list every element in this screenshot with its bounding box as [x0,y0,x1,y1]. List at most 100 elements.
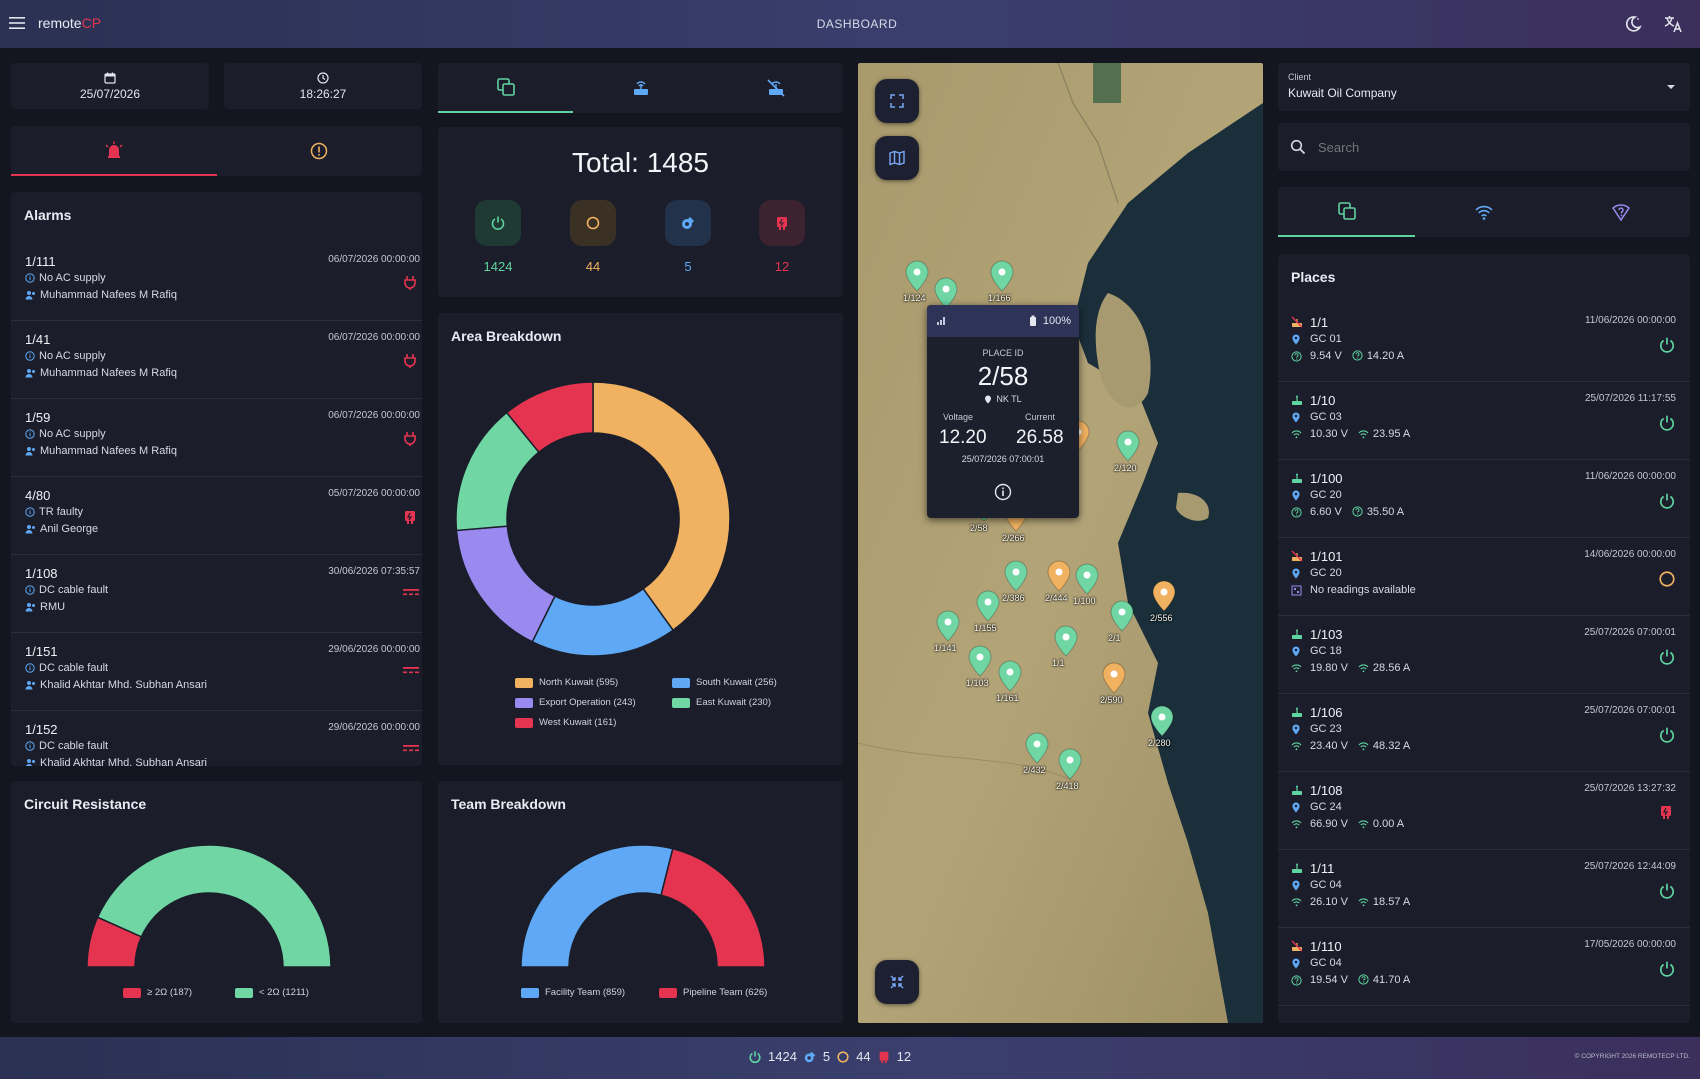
current-time: 18:26:27 [299,87,347,101]
place-item[interactable]: 1/11 25/07/2026 12:44:09 GC 04 26.10 V 18.57… [1278,850,1690,928]
tab-warnings[interactable] [217,126,423,176]
place-item[interactable]: 1/10 25/07/2026 11:17:55 GC 03 10.30 V 23.95… [1278,382,1690,460]
map-pin[interactable] [1045,559,1073,598]
alarm-assignee: Khalid Akhtar Mhd. Subhan Ansari [25,757,207,766]
place-item[interactable]: 1/106 25/07/2026 07:00:01 GC 23 23.40 V 48.3… [1278,694,1690,772]
search-box[interactable] [1278,123,1690,171]
router-icon [1291,706,1303,721]
alarm-description: No AC supply [25,350,106,364]
map-pin[interactable] [1052,624,1080,663]
map-marker-icon [1047,560,1071,592]
transformer-icon [402,509,418,525]
tab-online-devices[interactable] [573,63,708,113]
map-pin[interactable] [1073,562,1101,601]
area-slice-west-kuwait[interactable] [505,381,594,454]
dark-mode-icon[interactable] [1623,14,1643,34]
map-pin[interactable] [1056,747,1084,786]
info-icon[interactable] [994,483,1012,501]
area-slice-north-kuwait[interactable] [592,381,731,632]
tab-alarms[interactable] [11,126,217,176]
collapse-map-button[interactable] [875,960,919,1004]
team-slice-facility-team[interactable] [520,844,674,968]
fullscreen-button[interactable] [875,79,919,123]
map-pin[interactable] [1108,599,1136,638]
maintenance-stat-button[interactable] [665,200,711,246]
map-pin[interactable] [966,644,994,683]
place-item[interactable]: 1/108 25/07/2026 13:27:32 GC 24 66.90 V 0.00… [1278,772,1690,850]
tab-places[interactable] [438,63,573,113]
place-item[interactable]: 1/110 17/05/2026 00:00:00 GC 04 19.54 V 41.7… [1278,928,1690,1006]
place-current: 14.20 A [1366,350,1405,362]
alarm-item[interactable]: 1/152 29/06/2026 00:00:00 DC cable fault Kh… [11,711,422,766]
map-pin-label: 2/590 [1100,695,1123,705]
alarm-item[interactable]: 1/151 29/06/2026 00:00:00 DC cable fault Kh… [11,633,422,711]
alarm-item[interactable]: 1/59 06/07/2026 00:00:00 No AC supply Muham… [11,399,422,477]
translate-icon[interactable] [1663,14,1683,34]
map-marker-icon [934,277,958,309]
search-input[interactable] [1318,133,1668,161]
tab-offline-devices[interactable] [708,63,843,113]
map-pin[interactable] [1002,559,1030,598]
map-pin[interactable] [1023,731,1051,770]
map-pin[interactable] [988,259,1016,298]
place-id: 1/108 [1310,783,1343,798]
fault-stat-button[interactable] [759,200,805,246]
map-view[interactable]: 1/1241/1662/12082/582/2662/3862/4441/100… [858,63,1263,1023]
alarm-item[interactable]: 1/108 30/06/2026 07:35:57 DC cable fault RM… [11,555,422,633]
team-breakdown-panel: Team Breakdown Facility Team (859) Pipel… [438,781,843,1023]
alarm-item[interactable]: 1/41 06/07/2026 00:00:00 No AC supply Muham… [11,321,422,399]
online-stat-button[interactable] [475,200,521,246]
place-list[interactable]: 1/1 11/06/2026 00:00:00 GC 01 9.54 V 14.20 A… [1278,304,1690,1023]
warning-stat-button[interactable] [570,200,616,246]
grid-icon [1291,585,1302,599]
map-pin-label: 2/280 [1148,738,1171,748]
tab-connected[interactable] [1415,187,1552,237]
place-readings: 9.54 V 14.20 A [1310,350,1404,364]
copyright: © COPYRIGHT 2026 REMOTECP LTD. [1574,1053,1690,1060]
map-pin[interactable] [1150,579,1178,618]
location-pin-icon [985,395,992,404]
area-slice-export-operation[interactable] [455,525,556,643]
legend-pipeline-team: Pipeline Team (626) [659,987,767,998]
place-id: 1/1 [1310,315,1329,330]
place-popup[interactable]: 100% PLACE ID 2/58 NK TL Voltage Current… [927,305,1079,518]
legend-export-operation: Export Operation (243) [515,697,636,708]
map-pin-label: 2/58 [970,523,988,533]
map-pin[interactable] [1100,661,1128,700]
alarm-list[interactable]: 1/111 06/07/2026 00:00:00 No AC supply Muha… [11,243,422,766]
brand-logo[interactable]: remoteCP [38,15,102,31]
team-slice-pipeline-team[interactable] [660,847,766,968]
map-pin[interactable] [996,659,1024,698]
map-pin[interactable] [974,589,1002,628]
tab-unknown-connection[interactable] [1553,187,1690,237]
location-pin-icon [1291,724,1301,738]
warning-count: 44 [585,259,601,274]
footer-fault-count: 12 [896,1049,912,1064]
resistance-slice-2[interactable] [96,844,332,968]
alarm-item[interactable]: 4/80 05/07/2026 00:00:00 TR faulty Anil Geo… [11,477,422,555]
map-layers-button[interactable] [875,136,919,180]
info-icon [25,507,35,520]
place-item[interactable]: 1/100 11/06/2026 00:00:00 GC 20 6.60 V 35.50… [1278,460,1690,538]
router-off-icon [1291,316,1303,331]
tab-all-places[interactable] [1278,187,1416,237]
map-pin[interactable] [1148,704,1176,743]
place-item[interactable]: 1/103 25/07/2026 07:00:01 GC 18 19.80 V 28.5… [1278,616,1690,694]
online-count: 1424 [483,259,513,274]
map-pin[interactable] [934,609,962,648]
wifi-help-icon [1291,975,1302,989]
map-pin[interactable] [1114,429,1142,468]
map-pin[interactable] [903,259,931,298]
place-id: 1/110 [1310,939,1342,954]
popup-header: 100% [927,305,1079,337]
menu-icon[interactable] [9,15,25,31]
place-gc: GC 20 [1310,489,1342,501]
power-icon [1658,492,1676,510]
place-item[interactable]: 1/1 11/06/2026 00:00:00 GC 01 9.54 V 14.20 A [1278,304,1690,382]
place-current: 35.50 A [1366,506,1405,518]
map-pin[interactable] [932,276,960,315]
place-id: 1/103 [1310,627,1343,642]
alarm-item[interactable]: 1/111 06/07/2026 00:00:00 No AC supply Muha… [11,243,422,321]
client-select[interactable]: Client Kuwait Oil Company [1278,63,1690,111]
place-item[interactable]: 1/101 14/06/2026 00:00:00 GC 20 No readings… [1278,538,1690,616]
